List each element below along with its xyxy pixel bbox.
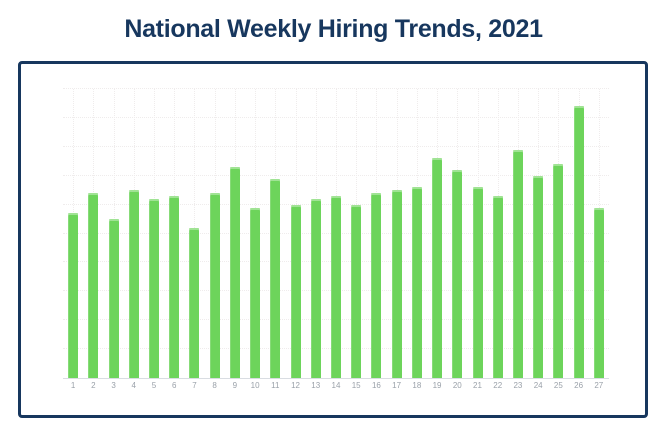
horizontal-gridline <box>63 88 609 89</box>
bar-week-10[interactable] <box>250 207 261 378</box>
x-axis-labels: 1 2 3 4 5 6 7 8 9 10 11 12 13 14 15 16 17 18 19 20 21 22 23 24 2… <box>63 381 609 391</box>
bar-week-24[interactable] <box>533 175 544 378</box>
x-axis-label: 10 <box>250 381 260 390</box>
bar-week-12[interactable] <box>290 204 301 378</box>
bar-week-2[interactable] <box>88 193 99 378</box>
bar-week-18[interactable] <box>411 187 422 378</box>
x-axis-label: 14 <box>331 381 341 390</box>
x-axis-label: 16 <box>371 381 381 390</box>
bar-week-13[interactable] <box>310 198 321 378</box>
x-axis-label: 21 <box>473 381 482 390</box>
bar-week-22[interactable] <box>492 195 503 378</box>
x-axis-label: 3 <box>111 381 116 390</box>
bar-week-1[interactable] <box>68 213 79 378</box>
bar-week-23[interactable] <box>513 149 523 378</box>
x-axis-label: 22 <box>493 381 503 390</box>
x-axis-label: 25 <box>553 381 563 390</box>
horizontal-gridline <box>63 145 609 147</box>
x-axis-label: 26 <box>574 381 584 390</box>
bar-week-5[interactable] <box>149 198 159 378</box>
x-axis-label: 11 <box>271 381 280 390</box>
chart-title: National Weekly Hiring Trends, 2021 <box>124 15 543 43</box>
bar-week-4[interactable] <box>128 190 139 378</box>
x-axis-label: 27 <box>594 381 604 390</box>
x-axis-label: 4 <box>131 381 136 390</box>
x-axis-label: 12 <box>291 381 300 390</box>
x-axis-label: 13 <box>311 381 321 390</box>
bar-week-8[interactable] <box>209 193 220 378</box>
bar-week-6[interactable] <box>169 195 180 378</box>
x-axis-label: 5 <box>151 381 157 390</box>
bar-week-25[interactable] <box>553 164 564 378</box>
x-axis-label: 2 <box>91 381 96 390</box>
bar-week-20[interactable] <box>452 169 463 378</box>
bar-week-26[interactable] <box>573 106 584 378</box>
horizontal-gridline <box>63 174 609 176</box>
x-axis-label: 15 <box>351 381 361 390</box>
bar-week-16[interactable] <box>371 193 382 378</box>
bar-week-14[interactable] <box>331 195 341 378</box>
bar-week-3[interactable] <box>108 219 119 378</box>
x-axis-label: 6 <box>171 381 177 390</box>
x-axis-label: 8 <box>212 381 217 390</box>
bar-week-15[interactable] <box>351 204 362 378</box>
x-axis-label: 24 <box>533 381 543 390</box>
chart-card: 1 2 3 4 5 6 7 8 9 10 11 12 13 14 15 16 17 18 19 20 21 22 23 24 2… <box>18 61 648 418</box>
bar-week-11[interactable] <box>270 178 281 378</box>
x-axis-label: 20 <box>452 381 462 390</box>
bar-week-9[interactable] <box>229 167 240 378</box>
bar-week-7[interactable] <box>189 227 200 378</box>
bar-week-19[interactable] <box>432 158 443 378</box>
plot-area <box>63 88 609 379</box>
x-axis-label: 1 <box>70 381 76 390</box>
x-axis-label: 17 <box>392 381 402 390</box>
bar-week-17[interactable] <box>391 190 402 378</box>
bar-week-21[interactable] <box>472 187 483 378</box>
x-axis-label: 18 <box>412 381 422 390</box>
horizontal-gridline <box>63 116 609 118</box>
x-axis-label: 7 <box>192 381 197 390</box>
x-axis-label: 9 <box>232 381 238 390</box>
x-axis-label: 23 <box>513 381 523 390</box>
x-axis-label: 19 <box>432 381 442 390</box>
bar-week-27[interactable] <box>593 207 604 378</box>
